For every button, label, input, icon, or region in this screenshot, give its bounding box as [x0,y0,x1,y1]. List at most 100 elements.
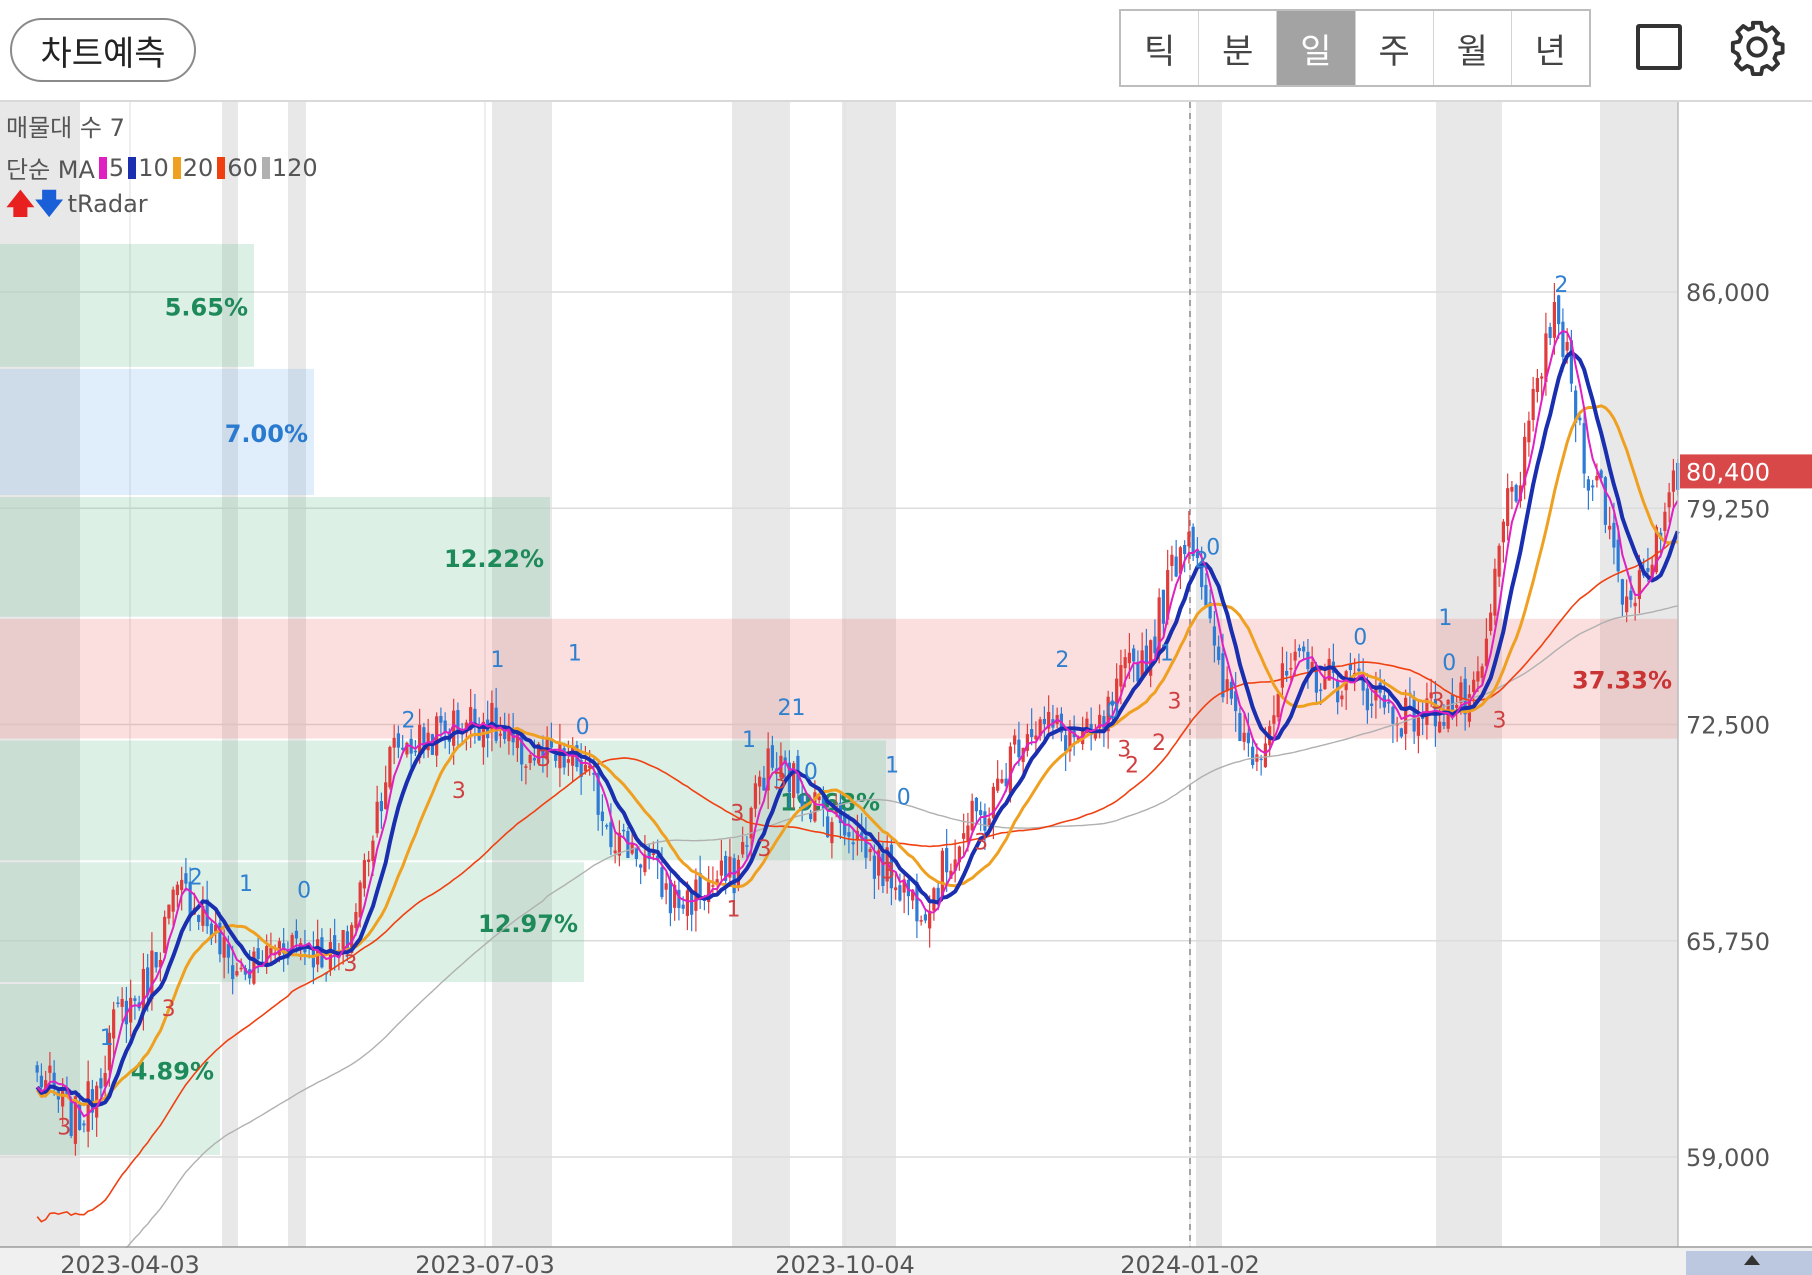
volume-profile-percent: 12.97% [478,910,578,938]
candle [1323,678,1327,690]
candle [1183,544,1187,555]
candle [354,912,358,928]
candle [1170,554,1174,566]
candle [1510,486,1514,492]
candle [1187,531,1191,547]
candle [1361,678,1365,691]
chart-predict-button[interactable]: 차트예측 [10,18,196,82]
candle [86,1081,90,1132]
candle [770,745,775,768]
candle [881,853,885,887]
shaded-period-band [288,102,306,1247]
candle [1166,570,1170,620]
period-tab-year[interactable]: 년 [1534,31,1567,72]
candle [702,899,707,901]
candle [1085,718,1089,734]
candle [728,856,732,878]
candle [1357,668,1361,672]
candle [375,801,379,834]
candle [1459,682,1463,704]
period-tab-tick[interactable]: 틱 [1121,11,1200,85]
candle [979,810,983,816]
candle [235,971,239,976]
candle [456,710,460,734]
candle [651,853,656,855]
ma120-swatch [261,156,270,179]
period-tab-month[interactable]: 월 [1434,11,1512,85]
candle [188,881,192,918]
scroll-up-icon[interactable] [1744,1255,1760,1265]
candle [991,786,996,819]
candle [1017,739,1021,758]
volume-profile-bar [0,862,584,982]
volume-profile-label: 매물대 수 7 [6,114,125,142]
candle [847,832,851,837]
candle [1599,470,1603,478]
candle [783,757,787,762]
candle [1306,651,1310,670]
candle [1629,590,1633,600]
candle [724,855,728,881]
candle [107,1032,112,1071]
signal-marker: 1 [1160,641,1174,666]
candle [1544,333,1548,383]
candle [503,728,507,740]
shaded-period-band [1600,102,1678,1247]
candle [520,732,524,765]
signal-marker: 0 [1106,699,1120,724]
current-price-label: 80,400 [1686,458,1770,486]
period-tab-day[interactable]: 일 [1277,11,1356,85]
square-icon[interactable] [1636,24,1682,70]
candle [103,1072,107,1087]
signal-marker: 3 [162,997,176,1022]
candle [1637,570,1642,600]
period-tab-minute[interactable]: 분 [1199,11,1278,85]
candle [1620,579,1625,605]
candle [1251,746,1255,766]
chart-canvas[interactable]: 5.65%7.00%12.22%37.33%19.68%12.97%4.89% … [0,102,1812,1275]
candle [1161,589,1166,624]
candle [996,778,1000,791]
signal-marker: 1 [742,728,756,753]
ma20-legend-value: 20 [182,153,214,182]
candle [154,952,158,968]
candle [367,859,371,862]
candle [698,873,702,899]
candle [1535,378,1540,393]
candle [1633,602,1637,607]
candle [1472,679,1476,692]
signal-marker: 1 [239,872,253,897]
candle [141,968,146,1012]
candle [452,710,456,746]
candle [384,782,388,809]
candle [1297,648,1302,651]
candle [1153,636,1157,654]
candle [1042,718,1047,725]
candle [634,847,639,860]
stock-chart[interactable]: 5.65% 7.00% 12.22% 37.33% 19.68% 12.97% 4.89% … [0,102,1812,1275]
candle [120,998,124,1007]
candle [392,737,396,748]
candle [1387,702,1391,704]
candle [1442,722,1446,726]
volume-profile-percent: 4.89% [131,1058,214,1086]
signal-marker: 3 [773,770,787,795]
candle [821,790,826,809]
gear-icon[interactable] [1728,18,1786,76]
tradar-label: tRadar [67,190,148,218]
candle [146,967,150,996]
period-tab-week[interactable]: 주 [1356,11,1434,85]
signal-marker: 0 [1442,651,1456,676]
candle [528,754,532,764]
candle [1106,696,1110,732]
candle [1008,746,1013,794]
shaded-period-band [0,102,80,1247]
candle [1340,695,1344,700]
candle [1221,653,1225,698]
shaded-period-band [222,102,238,1247]
candle [490,702,494,732]
candle [1293,651,1297,661]
signal-marker: 0 [1206,536,1220,561]
candle [413,750,418,753]
candle [1438,721,1442,733]
